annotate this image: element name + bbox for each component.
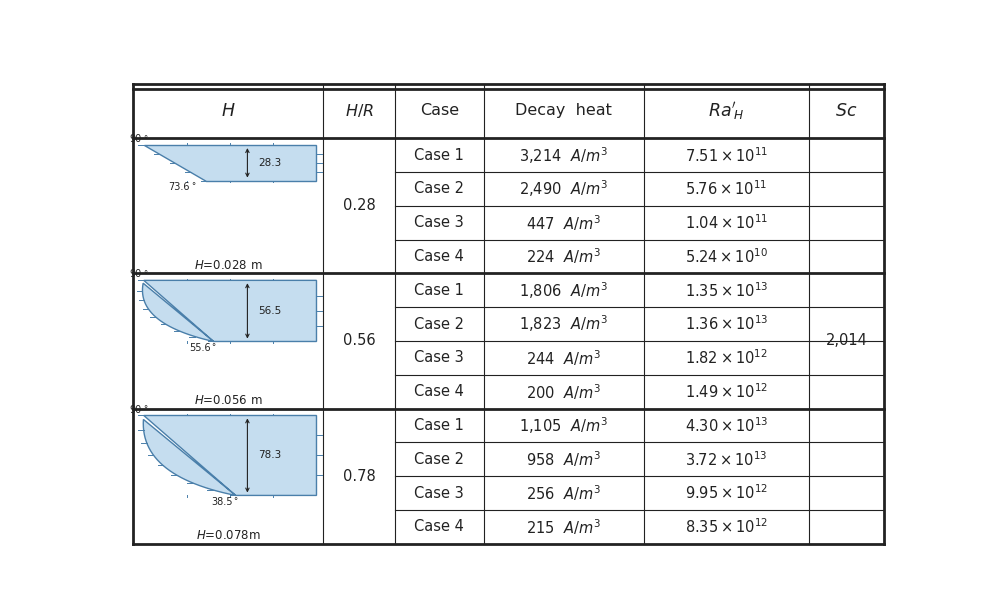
Text: $5.76\times10^{11}$: $5.76\times10^{11}$ [685,180,768,198]
Text: Case 4: Case 4 [414,519,464,534]
Text: 200  $A/m^3$: 200 $A/m^3$ [526,382,601,401]
Text: Case 2: Case 2 [414,317,465,332]
Text: Case 3: Case 3 [414,350,464,365]
Polygon shape [142,281,317,341]
Text: $H$=0.028 m: $H$=0.028 m [194,258,262,272]
Text: $9.95\times10^{12}$: $9.95\times10^{12}$ [684,484,768,502]
Text: 1,105  $A/m^3$: 1,105 $A/m^3$ [519,415,608,436]
Text: 1,806  $A/m^3$: 1,806 $A/m^3$ [519,280,608,300]
Text: °: ° [143,406,147,415]
Text: °: ° [233,497,237,506]
Text: 244  $A/m^3$: 244 $A/m^3$ [526,348,601,368]
Text: $H$=0.078m: $H$=0.078m [196,529,261,542]
Text: $8.35\times10^{12}$: $8.35\times10^{12}$ [684,517,768,536]
Text: $H$=0.056 m: $H$=0.056 m [194,394,262,407]
Text: $7.51\times10^{11}$: $7.51\times10^{11}$ [684,146,768,165]
Text: $1.49\times10^{12}$: $1.49\times10^{12}$ [684,382,768,401]
Text: Decay  heat: Decay heat [515,103,613,118]
Text: 958  $A/m^3$: 958 $A/m^3$ [526,450,601,469]
Text: 38.5: 38.5 [212,497,232,507]
Text: °: ° [212,343,215,352]
Text: 0.56: 0.56 [343,334,375,349]
Text: 0.78: 0.78 [343,469,375,484]
Text: 90: 90 [129,404,141,415]
Text: Case 1: Case 1 [414,148,464,163]
Text: $5.24\times10^{10}$: $5.24\times10^{10}$ [685,247,768,266]
Text: 28.3: 28.3 [258,158,282,168]
Text: $3.72\times10^{13}$: $3.72\times10^{13}$ [685,450,768,469]
Text: °: ° [191,182,195,191]
Text: 447  $A/m^3$: 447 $A/m^3$ [526,213,601,233]
Text: $\it{Sc}$: $\it{Sc}$ [835,102,858,120]
Text: °: ° [143,135,147,144]
Text: 3,214  $A/m^3$: 3,214 $A/m^3$ [519,145,608,165]
Text: 90: 90 [129,269,141,279]
Text: Case 2: Case 2 [414,452,465,467]
Text: $1.36\times10^{13}$: $1.36\times10^{13}$ [684,315,768,334]
Text: Case: Case [420,103,459,118]
Text: Case 3: Case 3 [414,215,464,230]
Text: $1.04\times10^{11}$: $1.04\times10^{11}$ [684,213,768,232]
Text: Case 4: Case 4 [414,384,464,399]
Text: Case 4: Case 4 [414,249,464,264]
Text: 90: 90 [129,134,141,144]
Text: 256  $A/m^3$: 256 $A/m^3$ [526,483,601,503]
Text: $1.35\times10^{13}$: $1.35\times10^{13}$ [684,281,768,300]
Polygon shape [144,145,317,180]
Text: °: ° [143,270,147,279]
Text: 56.5: 56.5 [258,306,282,316]
Text: 1,823  $A/m^3$: 1,823 $A/m^3$ [519,314,608,334]
Polygon shape [143,415,317,495]
Text: $1.82\times10^{12}$: $1.82\times10^{12}$ [685,349,768,367]
Text: 215  $A/m^3$: 215 $A/m^3$ [526,517,601,537]
Text: 2,490  $A/m^3$: 2,490 $A/m^3$ [519,178,608,200]
Text: 224  $A/m^3$: 224 $A/m^3$ [526,246,601,266]
Text: $\mathit{Ra'}_{\!\mathit{H}}$: $\mathit{Ra'}_{\!\mathit{H}}$ [708,100,745,122]
Text: $\it{H/R}$: $\it{H/R}$ [345,103,373,120]
Text: 0.28: 0.28 [343,198,375,213]
Text: Case 3: Case 3 [414,486,464,501]
Text: Case 1: Case 1 [414,283,464,298]
Text: $4.30\times10^{13}$: $4.30\times10^{13}$ [684,416,768,435]
Text: 78.3: 78.3 [258,451,282,460]
Text: $\it{H}$: $\it{H}$ [221,102,235,120]
Text: 2,014: 2,014 [825,334,868,349]
Text: 73.6: 73.6 [169,182,190,192]
Text: Case 1: Case 1 [414,418,464,433]
Text: Case 2: Case 2 [414,182,465,197]
Text: 55.6: 55.6 [189,343,211,353]
